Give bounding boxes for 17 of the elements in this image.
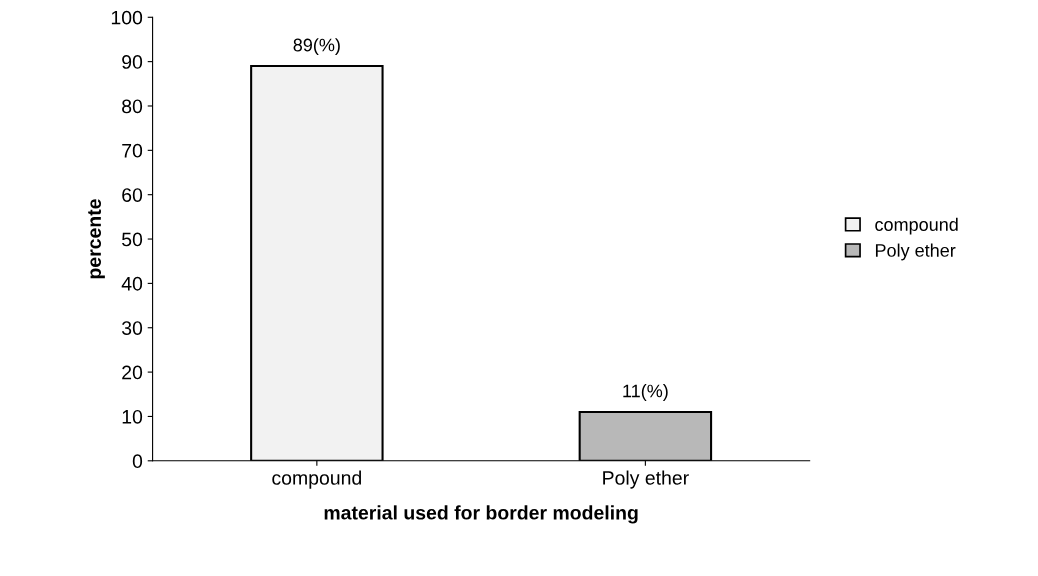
y-tick-label: 50 xyxy=(122,232,143,247)
y-tick-label: 20 xyxy=(122,365,143,380)
legend-label: Poly ether xyxy=(875,243,956,261)
y-tick-label: 100 xyxy=(111,10,143,25)
y-tick-label: 10 xyxy=(122,409,143,424)
y-tick-label: 0 xyxy=(132,454,143,469)
data-label: 89(%) xyxy=(293,38,340,55)
y-tick-label: 70 xyxy=(122,143,143,158)
y-tick-label: 80 xyxy=(122,99,143,114)
y-tick-label: 30 xyxy=(121,321,143,335)
y-tick-label: 40 xyxy=(121,276,143,291)
y-tick-label: 60 xyxy=(122,188,143,202)
y-tick-label: 90 xyxy=(122,55,143,69)
y-axis-title: percente xyxy=(88,199,105,279)
legend-label: compound xyxy=(875,217,958,235)
x-axis-title: material used for border modeling xyxy=(324,505,638,524)
data-label: 11(%) xyxy=(623,384,668,401)
